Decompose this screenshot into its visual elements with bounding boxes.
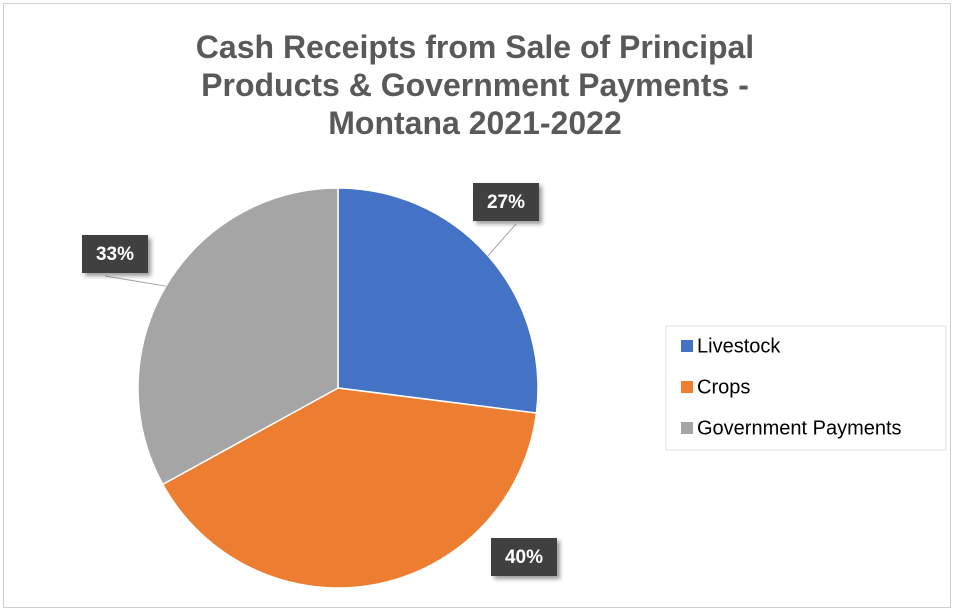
data-label: 27% <box>487 192 525 213</box>
pie-slice <box>137 187 339 486</box>
legend-label: Government Payments <box>697 417 902 439</box>
legend-label: Crops <box>697 376 750 398</box>
label-box <box>473 183 539 221</box>
data-label: 33% <box>96 244 134 265</box>
legend-swatch <box>681 381 693 393</box>
pie-slice <box>337 187 539 414</box>
label-box <box>491 538 557 576</box>
legend-box <box>665 325 947 451</box>
data-label: 40% <box>505 547 543 568</box>
label-box <box>82 235 148 273</box>
legend-swatch <box>681 422 693 434</box>
chart-frame <box>3 3 951 608</box>
leader-line <box>487 223 517 257</box>
pie-slice <box>161 387 538 589</box>
legend-label: Livestock <box>697 335 781 357</box>
leader-line <box>104 275 166 287</box>
legend-swatch <box>681 340 693 352</box>
chart-title: Cash Receipts from Sale of Principal Pro… <box>195 29 755 141</box>
